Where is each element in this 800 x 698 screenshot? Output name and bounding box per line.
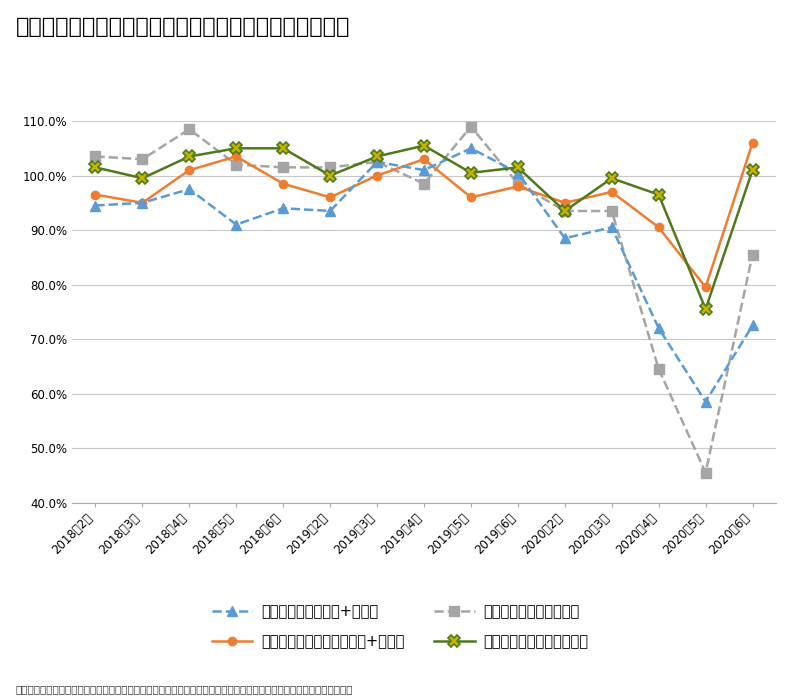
- 中古乗用車登録台数（普通+小型）: [231, 152, 241, 161]
- 新車販売台数（普通+小型）: [185, 185, 194, 193]
- 新車販売台数（普通+小型）: [513, 169, 522, 177]
- 軽四輪（新車）販売台数: [278, 163, 288, 172]
- 中古乗用車登録台数（普通+小型）: [138, 199, 147, 207]
- 軽四輪（中古車）販売台数: [419, 142, 429, 150]
- 軽四輪（中古車）販売台数: [185, 152, 194, 161]
- 軽四輪（新車）販売台数: [326, 163, 335, 172]
- 新車販売台数（普通+小型）: [654, 324, 663, 332]
- 軽四輪（新車）販売台数: [748, 251, 758, 259]
- 軽四輪（中古車）販売台数: [326, 172, 335, 180]
- 軽四輪（新車）販売台数: [231, 161, 241, 169]
- 新車販売台数（普通+小型）: [466, 144, 476, 152]
- 中古乗用車登録台数（普通+小型）: [748, 139, 758, 147]
- 軽四輪（中古車）販売台数: [372, 152, 382, 161]
- 中古乗用車登録台数（普通+小型）: [466, 193, 476, 202]
- 新車販売台数（普通+小型）: [326, 207, 335, 215]
- 軽四輪（中古車）販売台数: [138, 174, 147, 182]
- 軽四輪（新車）販売台数: [560, 207, 570, 215]
- 軽四輪（中古車）販売台数: [607, 174, 617, 182]
- 軽四輪（新車）販売台数: [419, 179, 429, 188]
- 軽四輪（中古車）販売台数: [513, 163, 522, 172]
- 軽四輪（新車）販売台数: [607, 207, 617, 215]
- Line: 中古乗用車登録台数（普通+小型）: 中古乗用車登録台数（普通+小型）: [91, 139, 757, 292]
- Line: 軽四輪（中古車）販売台数: 軽四輪（中古車）販売台数: [90, 140, 758, 315]
- 中古乗用車登録台数（普通+小型）: [90, 191, 100, 199]
- Text: 図表２：乗用車販売動向［対前年同月比（単位：％）］: 図表２：乗用車販売動向［対前年同月比（単位：％）］: [16, 17, 350, 38]
- 新車販売台数（普通+小型）: [748, 321, 758, 329]
- 中古乗用車登録台数（普通+小型）: [513, 182, 522, 191]
- 軽四輪（中古車）販売台数: [466, 169, 476, 177]
- 軽四輪（中古車）販売台数: [231, 144, 241, 152]
- 軽四輪（新車）販売台数: [138, 155, 147, 163]
- 新車販売台数（普通+小型）: [138, 199, 147, 207]
- 中古乗用車登録台数（普通+小型）: [607, 188, 617, 196]
- 新車販売台数（普通+小型）: [560, 234, 570, 242]
- 軽四輪（中古車）販売台数: [748, 166, 758, 174]
- 新車販売台数（普通+小型）: [419, 166, 429, 174]
- 軽四輪（新車）販売台数: [90, 152, 100, 161]
- Line: 新車販売台数（普通+小型）: 新車販売台数（普通+小型）: [90, 144, 758, 407]
- 軽四輪（新車）販売台数: [701, 468, 710, 477]
- 新車販売台数（普通+小型）: [278, 204, 288, 212]
- 軽四輪（新車）販売台数: [466, 122, 476, 131]
- Text: 出典：（一社）日本自動車販売協会連合会「車種別販売台数」、（一社）全国軽自動車協会連合会「計四輪車販売台数」: 出典：（一社）日本自動車販売協会連合会「車種別販売台数」、（一社）全国軽自動車協…: [16, 685, 354, 695]
- 中古乗用車登録台数（普通+小型）: [185, 166, 194, 174]
- 中古乗用車登録台数（普通+小型）: [654, 223, 663, 232]
- Legend: 新車販売台数（普通+小型）, 中古乗用車登録台数（普通+小型）, 軽四輪（新車）販売台数, 軽四輪（中古車）販売台数: 新車販売台数（普通+小型）, 中古乗用車登録台数（普通+小型）, 軽四輪（新車）…: [212, 604, 588, 649]
- 新車販売台数（普通+小型）: [607, 223, 617, 232]
- 中古乗用車登録台数（普通+小型）: [278, 179, 288, 188]
- 軽四輪（中古車）販売台数: [90, 163, 100, 172]
- 中古乗用車登録台数（普通+小型）: [560, 199, 570, 207]
- 軽四輪（新車）販売台数: [654, 365, 663, 373]
- 軽四輪（新車）販売台数: [513, 179, 522, 188]
- 軽四輪（新車）販売台数: [185, 125, 194, 133]
- 新車販売台数（普通+小型）: [701, 398, 710, 406]
- 軽四輪（中古車）販売台数: [278, 144, 288, 152]
- 新車販売台数（普通+小型）: [90, 201, 100, 209]
- 軽四輪（中古車）販売台数: [701, 305, 710, 313]
- 軽四輪（中古車）販売台数: [654, 191, 663, 199]
- 中古乗用車登録台数（普通+小型）: [372, 172, 382, 180]
- 中古乗用車登録台数（普通+小型）: [419, 155, 429, 163]
- 新車販売台数（普通+小型）: [372, 158, 382, 166]
- 軽四輪（中古車）販売台数: [560, 207, 570, 215]
- 中古乗用車登録台数（普通+小型）: [326, 193, 335, 202]
- 新車販売台数（普通+小型）: [231, 221, 241, 229]
- 軽四輪（新車）販売台数: [372, 158, 382, 166]
- Line: 軽四輪（新車）販売台数: 軽四輪（新車）販売台数: [90, 121, 758, 477]
- 中古乗用車登録台数（普通+小型）: [701, 283, 710, 292]
